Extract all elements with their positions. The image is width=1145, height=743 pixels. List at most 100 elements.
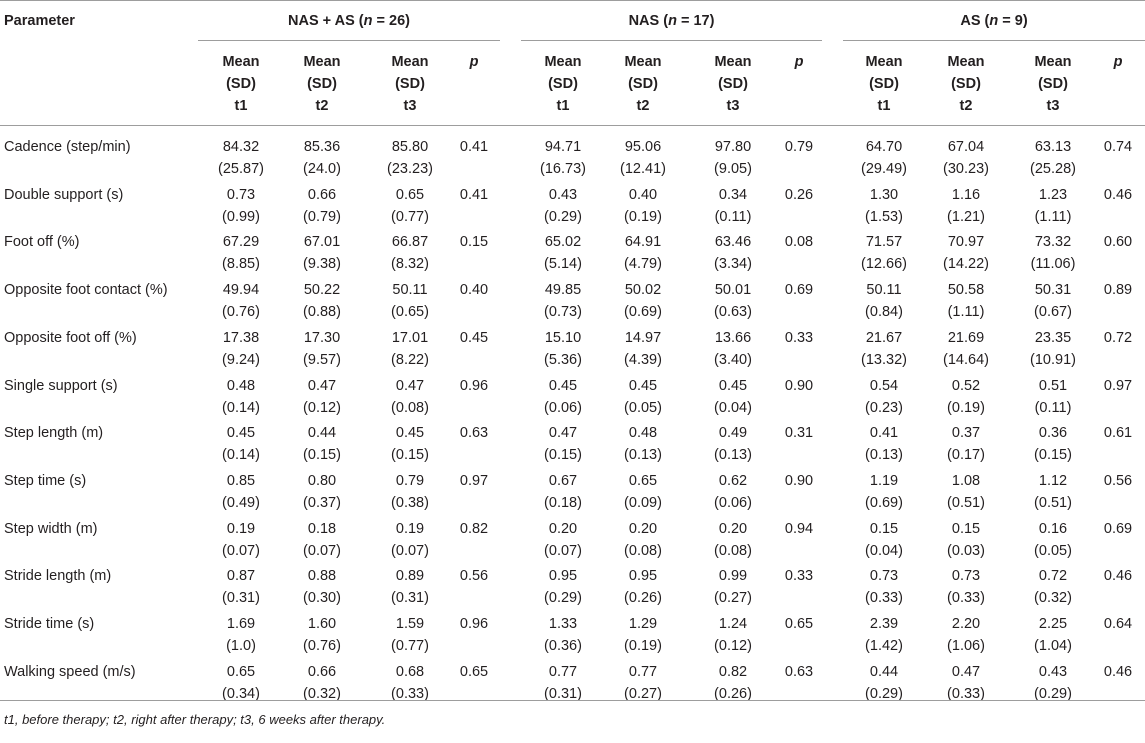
cell-mean: 1.19 — [869, 473, 899, 489]
cell-mean: 0.99 — [718, 568, 748, 584]
cell-mean: 2.20 — [951, 616, 981, 632]
cell-mean: 0.56 — [1103, 473, 1133, 489]
cell-mean: 0.73 — [951, 568, 981, 584]
cell-sd: (0.07) — [391, 543, 429, 559]
cell-mean: 0.20 — [628, 521, 658, 537]
cell-sd: (25.28) — [1030, 161, 1076, 177]
cell-mean: 85.36 — [303, 139, 341, 155]
cell-mean: 0.65 — [628, 473, 658, 489]
cell-sd: (30.23) — [943, 161, 989, 177]
cell-sd: (3.40) — [714, 352, 752, 368]
subheader-line: Mean — [714, 54, 752, 70]
cell-sd: (0.26) — [624, 590, 662, 606]
cell-mean: 0.52 — [951, 378, 981, 394]
row-parameter-name: Step length (m) — [4, 425, 104, 441]
cell-sd: (5.14) — [544, 256, 582, 272]
cell-sd: (0.15) — [1034, 447, 1072, 463]
cell-mean: 0.80 — [307, 473, 337, 489]
cell-mean: 0.88 — [307, 568, 337, 584]
cell-mean: 0.63 — [459, 425, 489, 441]
cell-mean: 85.80 — [391, 139, 429, 155]
cell-sd: (0.13) — [865, 447, 903, 463]
row-parameter-name: Cadence (step/min) — [4, 139, 131, 155]
cell-sd: (0.03) — [947, 543, 985, 559]
cell-mean: 21.69 — [947, 330, 985, 346]
cell-sd: (0.79) — [303, 209, 341, 225]
cell-mean: 97.80 — [714, 139, 752, 155]
cell-sd: (0.07) — [303, 543, 341, 559]
p-header: p — [1113, 54, 1123, 70]
cell-sd: (1.21) — [947, 209, 985, 225]
cell-mean: 0.47 — [395, 378, 425, 394]
subheader-line: Mean — [624, 54, 662, 70]
cell-sd: (8.22) — [391, 352, 429, 368]
cell-sd: (0.99) — [222, 209, 260, 225]
cell-mean: 49.94 — [222, 282, 260, 298]
cell-mean: 0.46 — [1103, 187, 1133, 203]
cell-sd: (0.88) — [303, 304, 341, 320]
cell-mean: 0.45 — [226, 425, 256, 441]
group-n-label: n — [668, 13, 677, 29]
cell-mean: 1.33 — [548, 616, 578, 632]
cell-mean: 0.48 — [226, 378, 256, 394]
group-n-value: = 9 — [1002, 13, 1023, 29]
cell-sd: (0.08) — [714, 543, 752, 559]
cell-mean: 0.33 — [784, 330, 814, 346]
cell-mean: 1.69 — [226, 616, 256, 632]
cell-mean: 50.58 — [947, 282, 985, 298]
cell-sd: (11.06) — [1030, 256, 1076, 272]
cell-mean: 0.26 — [784, 187, 814, 203]
cell-sd: (0.07) — [222, 543, 260, 559]
cell-mean: 1.60 — [307, 616, 337, 632]
cell-sd: (10.91) — [1030, 352, 1076, 368]
cell-mean: 0.64 — [1103, 616, 1133, 632]
cell-sd: (0.33) — [865, 590, 903, 606]
cell-sd: (0.65) — [391, 304, 429, 320]
cell-sd: (1.04) — [1034, 638, 1072, 654]
cell-sd: (9.24) — [222, 352, 260, 368]
row-parameter-name: Opposite foot off (%) — [4, 330, 137, 346]
group-n-value: = 26 — [376, 13, 406, 29]
cell-sd: (0.23) — [865, 400, 903, 416]
row-parameter-name: Step time (s) — [4, 473, 87, 489]
cell-sd: (0.08) — [391, 400, 429, 416]
group-header: NAS + AS (n = 26) — [288, 13, 410, 29]
cell-mean: 50.11 — [392, 282, 428, 298]
cell-mean: 0.51 — [1038, 378, 1068, 394]
cell-sd: (0.04) — [714, 400, 752, 416]
cell-sd: (0.13) — [714, 447, 752, 463]
cell-mean: 23.35 — [1034, 330, 1072, 346]
cell-sd: (23.23) — [387, 161, 433, 177]
cell-sd: (0.19) — [947, 400, 985, 416]
cell-mean: 0.79 — [395, 473, 425, 489]
cell-sd: (0.17) — [947, 447, 985, 463]
subheader-line: (SD) — [628, 76, 658, 92]
cell-sd: (1.06) — [947, 638, 985, 654]
cell-mean: 15.10 — [544, 330, 582, 346]
row-parameter-name: Walking speed (m/s) — [4, 664, 136, 680]
cell-mean: 0.62 — [718, 473, 748, 489]
cell-mean: 0.45 — [548, 378, 578, 394]
cell-sd: (0.49) — [222, 495, 260, 511]
subheader-line: (SD) — [718, 76, 748, 92]
cell-sd: (0.36) — [544, 638, 582, 654]
cell-mean: 50.02 — [624, 282, 662, 298]
cell-sd: (0.29) — [544, 209, 582, 225]
cell-sd: (14.22) — [943, 256, 989, 272]
cell-mean: 0.41 — [869, 425, 899, 441]
cell-sd: (0.27) — [714, 590, 752, 606]
subheader-line: (SD) — [307, 76, 337, 92]
cell-mean: 0.44 — [307, 425, 337, 441]
cell-sd: (14.64) — [943, 352, 989, 368]
cell-sd: (0.73) — [544, 304, 582, 320]
subheader-line: Mean — [947, 54, 985, 70]
cell-mean: 0.77 — [548, 664, 578, 680]
cell-mean: 0.95 — [548, 568, 578, 584]
cell-mean: 0.66 — [307, 664, 337, 680]
cell-mean: 0.16 — [1038, 521, 1068, 537]
row-parameter-name: Foot off (%) — [4, 234, 80, 250]
cell-mean: 73.32 — [1034, 234, 1072, 250]
group-label: AS — [960, 13, 981, 29]
subheader-line: t1 — [556, 98, 570, 114]
cell-sd: (1.42) — [865, 638, 903, 654]
